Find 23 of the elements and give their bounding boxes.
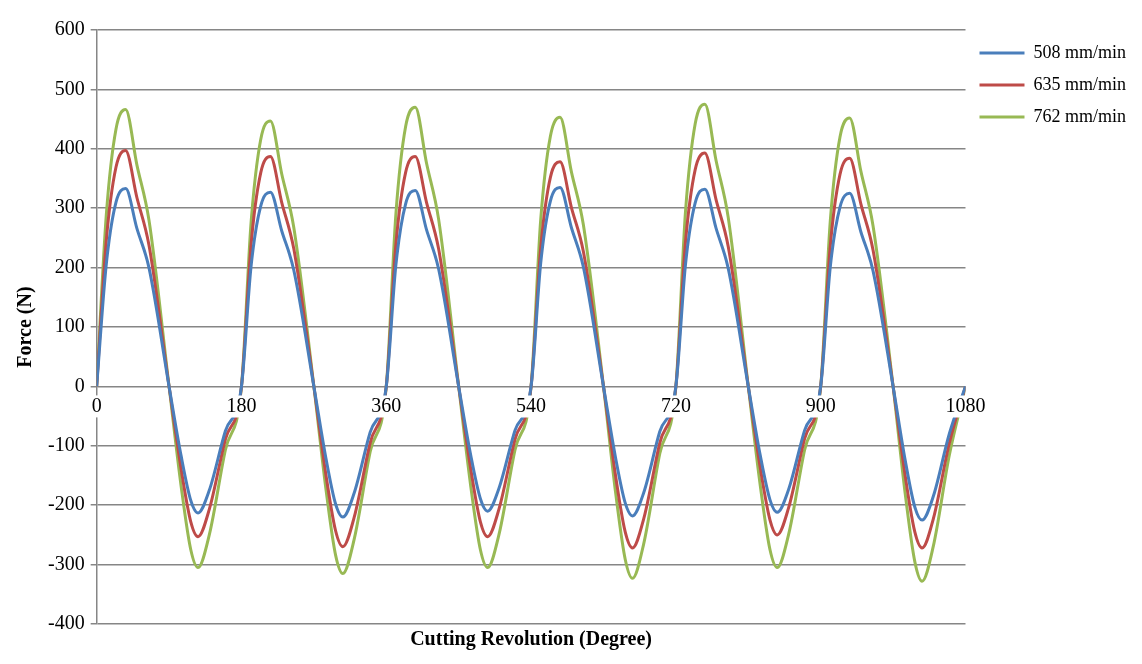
x-tick-label: 720 — [660, 393, 691, 416]
y-tick-label: -400 — [47, 611, 85, 634]
y-tick-label: 400 — [54, 136, 85, 159]
legend-label: 508 mm/min — [1033, 41, 1127, 62]
x-tick-label: 180 — [226, 393, 257, 416]
y-tick-label: 100 — [54, 314, 85, 337]
y-tick-label: -300 — [47, 551, 85, 574]
legend-label: 635 mm/min — [1033, 73, 1127, 94]
y-tick-label: 300 — [54, 195, 85, 218]
y-tick-label: 200 — [54, 254, 85, 277]
x-tick-label: 900 — [805, 393, 836, 416]
y-tick-label: -100 — [47, 433, 85, 456]
x-tick-label: 0 — [91, 393, 102, 416]
y-tick-label: 0 — [74, 373, 85, 396]
x-tick-label: 540 — [516, 393, 547, 416]
y-tick-label: 500 — [54, 76, 85, 99]
y-axis-title: Force (N) — [13, 286, 37, 368]
legend-label: 762 mm/min — [1033, 105, 1127, 126]
x-tick-label: 360 — [371, 393, 402, 416]
y-tick-label: -200 — [47, 492, 85, 515]
x-axis-title: Cutting Revolution (Degree) — [410, 627, 652, 651]
x-tick-label: 1080 — [945, 393, 986, 416]
y-tick-label: 600 — [54, 17, 85, 40]
